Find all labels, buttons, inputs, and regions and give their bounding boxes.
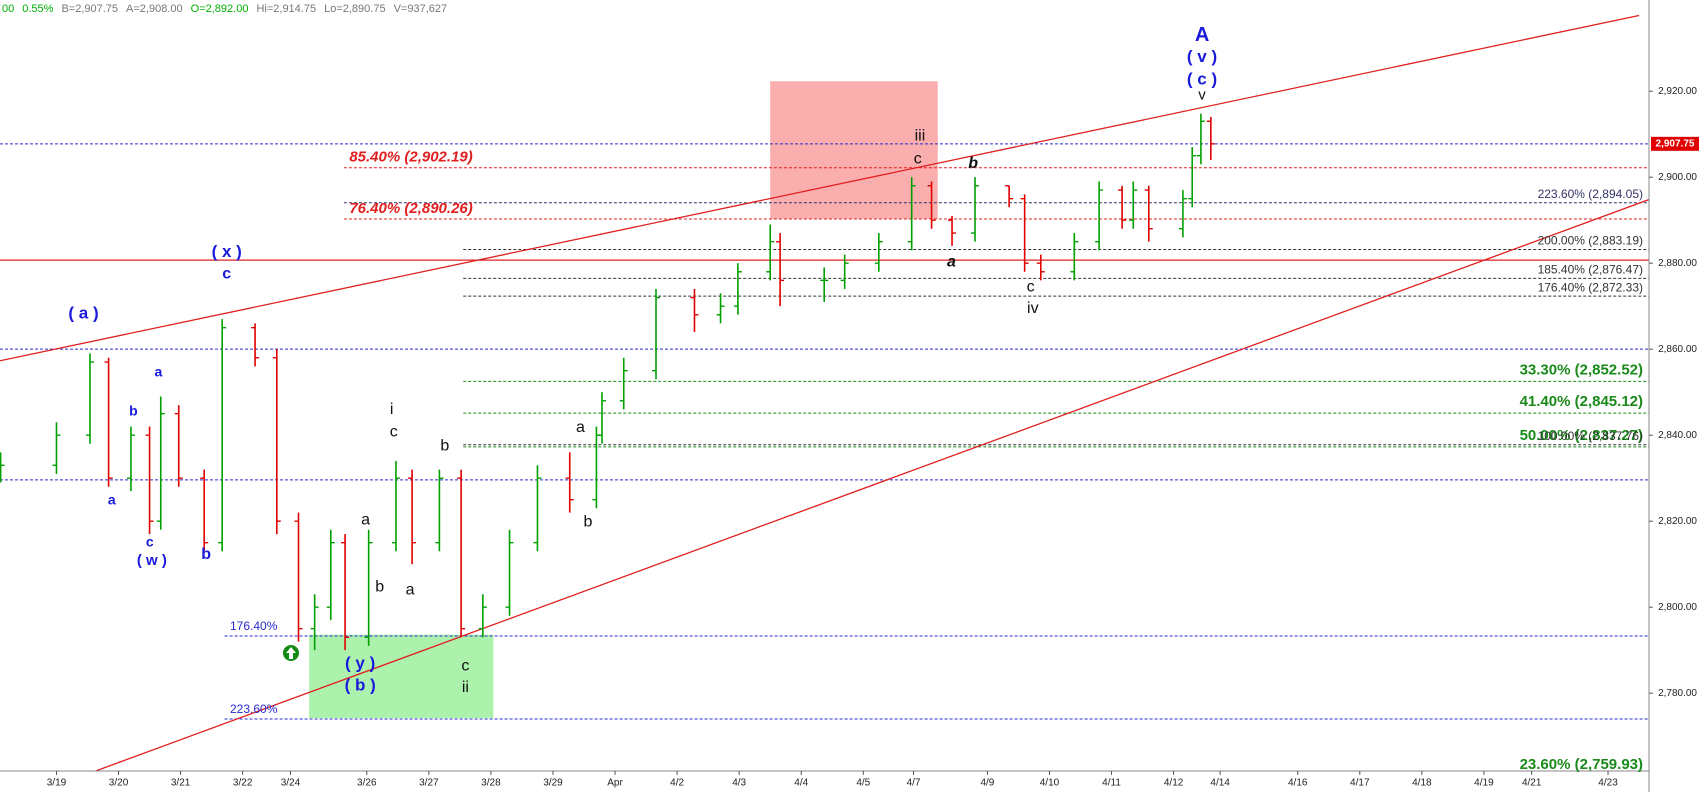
last-price-box: [1651, 136, 1699, 151]
header-item: B=2,907.75: [61, 3, 118, 15]
wave-label: c: [146, 534, 154, 550]
wave-label: a: [947, 253, 956, 270]
wave-label: a: [576, 419, 585, 436]
x-tick-label: 4/12: [1164, 778, 1184, 789]
header-item: 0.55%: [22, 3, 53, 15]
x-tick-label: Apr: [607, 778, 623, 789]
wave-label: c: [390, 424, 398, 441]
level-label: 85.40% (2,902.19): [349, 149, 472, 166]
wave-label: A: [1195, 24, 1209, 46]
wave-label: b: [584, 513, 593, 530]
header-item: A=2,908.00: [126, 3, 183, 15]
header-item: 00: [2, 3, 14, 15]
x-tick-label: 3/20: [109, 778, 129, 789]
y-tick-label: 2,880.00: [1658, 258, 1697, 269]
x-tick-label: 4/5: [856, 778, 870, 789]
x-tick-label: 4/2: [670, 778, 684, 789]
x-tick-label: 4/9: [980, 778, 994, 789]
wave-label: ( a ): [68, 304, 98, 323]
wave-label: c: [461, 658, 469, 675]
wave-label: a: [361, 511, 370, 528]
wave-label: ( c ): [1187, 70, 1217, 89]
x-tick-label: 3/19: [47, 778, 67, 789]
x-tick-label: 4/19: [1474, 778, 1494, 789]
level-label: 176.40%: [230, 619, 278, 633]
x-tick-label: 3/29: [543, 778, 563, 789]
wave-label: b: [968, 155, 978, 172]
x-tick-label: 4/18: [1412, 778, 1432, 789]
wave-label: b: [375, 578, 384, 595]
x-tick-label: 3/26: [357, 778, 377, 789]
level-label: 76.40% (2,890.26): [349, 200, 472, 217]
y-tick-label: 2,780.00: [1658, 688, 1697, 699]
wave-label: b: [201, 546, 211, 563]
level-label: 200.00% (2,883.19): [1538, 234, 1643, 248]
x-tick-label: 4/16: [1288, 778, 1308, 789]
header-item: O=2,892.00: [191, 3, 249, 15]
level-label: 50.00% (2,837.27): [1520, 427, 1643, 444]
x-tick-label: 4/17: [1350, 778, 1370, 789]
level-label: 223.60% (2,894.05): [1538, 187, 1643, 201]
header-item: Lo=2,890.75: [324, 3, 385, 15]
trend-line: [95, 198, 1649, 771]
wave-label: i: [390, 401, 394, 418]
plot-area: [0, 14, 1649, 771]
wave-label: a: [406, 582, 415, 599]
x-tick-label: 4/23: [1598, 778, 1618, 789]
wave-label: c: [914, 150, 922, 167]
x-tick-label: 3/28: [481, 778, 501, 789]
wave-label: ( v ): [1187, 47, 1217, 66]
y-tick-label: 2,820.00: [1658, 516, 1697, 527]
x-tick-label: 3/22: [233, 778, 253, 789]
x-tick-label: 3/24: [281, 778, 301, 789]
zone-box: [309, 634, 494, 719]
level-label: 223.60%: [230, 702, 278, 716]
x-tick-label: 4/21: [1522, 778, 1542, 789]
x-tick-label: 4/7: [907, 778, 921, 789]
y-tick-label: 2,840.00: [1658, 430, 1697, 441]
level-label: 185.40% (2,876.47): [1538, 263, 1643, 277]
header-item: Hi=2,914.75: [256, 3, 316, 15]
x-tick-label: 4/4: [794, 778, 808, 789]
y-tick-label: 2,920.00: [1658, 86, 1697, 97]
wave-label: ( b ): [345, 675, 376, 694]
header-item: V=937,627: [394, 3, 448, 15]
x-tick-label: 4/14: [1210, 778, 1230, 789]
wave-label: a: [154, 363, 162, 379]
y-tick-label: 2,900.00: [1658, 172, 1697, 183]
y-tick-label: 2,800.00: [1658, 602, 1697, 613]
last-price-label: 2,907.75: [1656, 138, 1695, 149]
level-label: 176.40% (2,872.33): [1538, 280, 1643, 294]
wave-label: ( w ): [137, 552, 167, 569]
x-tick-label: 4/10: [1040, 778, 1060, 789]
wave-label: v: [1198, 86, 1206, 103]
level-label: 41.40% (2,845.12): [1520, 393, 1643, 410]
wave-label: c: [222, 265, 231, 282]
y-tick-label: 2,860.00: [1658, 344, 1697, 355]
wave-label: iii: [915, 128, 926, 145]
wave-label: c: [1027, 278, 1035, 295]
wave-label: ( y ): [345, 654, 375, 673]
wave-label: ( x ): [212, 242, 242, 261]
wave-label: b: [440, 438, 449, 455]
wave-label: a: [108, 491, 116, 507]
wave-label: ii: [462, 679, 469, 696]
x-tick-label: 3/21: [171, 778, 191, 789]
zone-box: [770, 81, 938, 219]
x-tick-label: 4/11: [1102, 778, 1121, 789]
level-label: 23.60% (2,759.93): [1520, 756, 1643, 773]
arrow-icon: [286, 647, 296, 659]
level-label: 100.00% (2,837.76): [1538, 429, 1643, 443]
level-label: 33.30% (2,852.52): [1520, 361, 1643, 378]
x-tick-label: 3/27: [419, 778, 439, 789]
wave-label: b: [129, 402, 138, 418]
trend-line: [0, 14, 1640, 362]
x-tick-label: 4/3: [732, 778, 746, 789]
signal-arrow: [283, 645, 299, 661]
wave-label: iv: [1027, 300, 1039, 317]
